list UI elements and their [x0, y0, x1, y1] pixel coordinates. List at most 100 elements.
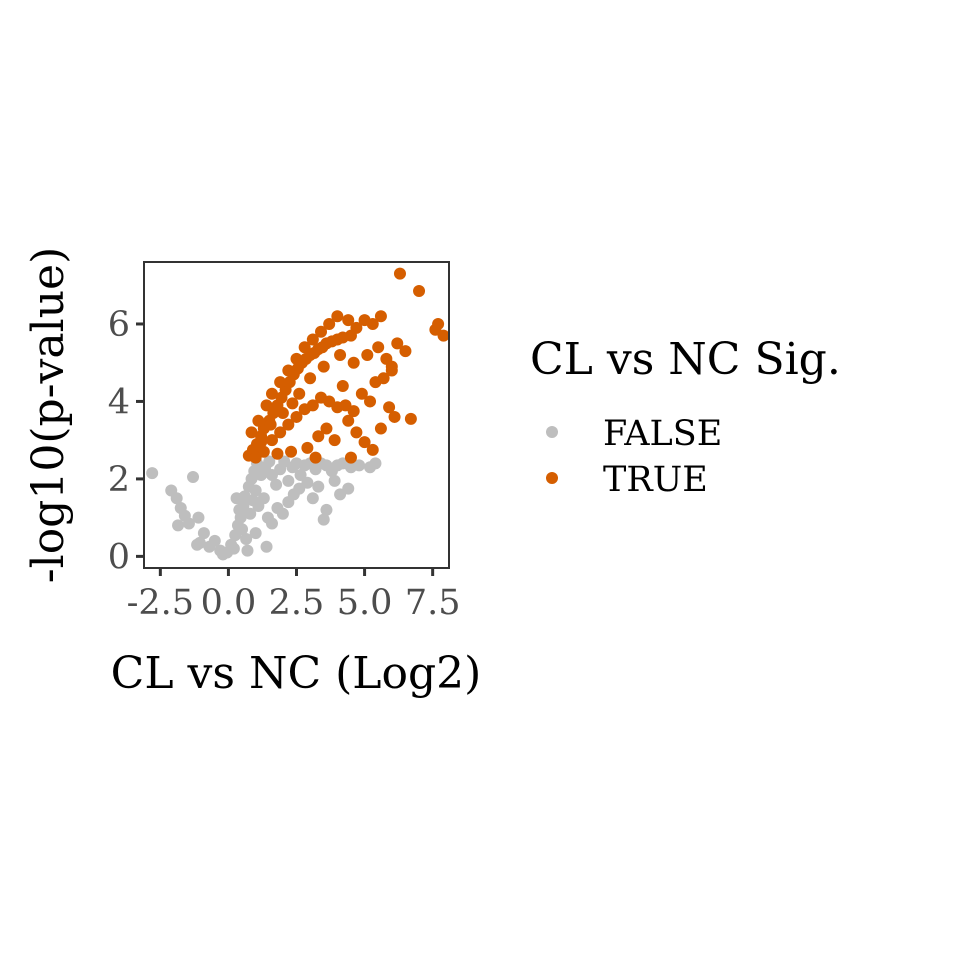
data-point-true-87: [255, 436, 268, 449]
data-point-true-55: [364, 395, 377, 408]
data-point-true-90: [336, 379, 349, 392]
legend-key-false: [546, 426, 558, 438]
data-point-true-59: [391, 337, 404, 350]
data-point-true-88: [264, 418, 277, 431]
data-point-false-72: [342, 482, 355, 495]
legend: CL vs NC Sig. FALSE TRUE: [530, 334, 841, 500]
data-point-true-46: [290, 410, 303, 423]
y-axis: 0 2 4 6: [108, 305, 144, 577]
data-point-true-86: [361, 348, 374, 361]
data-point-false-31: [244, 507, 257, 520]
data-point-true-72: [312, 430, 325, 443]
data-point-false-30: [240, 532, 253, 545]
data-point-true-74: [328, 434, 341, 447]
data-point-false-36: [263, 455, 276, 468]
data-point-true-82: [304, 372, 317, 385]
points-layer: [146, 267, 450, 561]
data-point-false-54: [353, 459, 366, 472]
x-tick-label-3: 5.0: [337, 583, 393, 623]
x-tick-label-4: 7.5: [405, 583, 461, 623]
data-point-false-74: [260, 540, 273, 553]
data-point-true-85: [347, 356, 360, 369]
data-point-true-44: [274, 426, 287, 439]
y-tick-label-1: 2: [108, 460, 130, 500]
data-point-true-32: [315, 325, 328, 338]
data-point-false-27: [230, 492, 243, 505]
data-point-false-75: [249, 527, 262, 540]
data-point-false-2: [170, 492, 183, 505]
x-tick-label-1: 0.0: [201, 583, 257, 623]
data-point-true-83: [317, 360, 330, 373]
data-point-true-38: [366, 317, 379, 330]
data-point-true-77: [358, 436, 371, 449]
data-point-true-75: [342, 414, 355, 427]
data-point-true-61: [404, 412, 417, 425]
data-point-true-95: [399, 345, 412, 358]
data-point-true-57: [377, 372, 390, 385]
legend-label-false: FALSE: [603, 414, 722, 454]
data-point-true-31: [306, 333, 319, 346]
data-point-true-43: [265, 434, 278, 447]
data-point-true-35: [342, 314, 355, 327]
data-point-false-68: [312, 480, 325, 493]
data-point-false-9: [197, 527, 210, 540]
data-point-true-81: [293, 387, 306, 400]
data-point-true-66: [437, 329, 450, 342]
data-point-true-48: [306, 399, 319, 412]
data-point-false-70: [328, 474, 341, 487]
data-point-false-0: [146, 467, 159, 480]
data-point-true-80: [276, 407, 289, 420]
data-point-true-39: [372, 341, 385, 354]
data-point-true-30: [298, 341, 311, 354]
data-point-false-66: [301, 476, 314, 489]
data-point-true-45: [282, 418, 295, 431]
data-point-true-67: [374, 310, 387, 323]
legend-key-true: [546, 472, 558, 484]
data-point-false-11: [191, 538, 204, 551]
data-point-false-77: [227, 542, 240, 555]
data-point-false-6: [187, 470, 200, 483]
data-point-false-41: [282, 474, 295, 487]
data-point-false-8: [192, 511, 205, 524]
data-point-true-70: [285, 445, 298, 458]
data-point-true-60: [388, 410, 401, 423]
data-point-true-89: [286, 397, 299, 410]
data-point-false-76: [241, 544, 254, 557]
data-point-true-36: [350, 321, 363, 334]
data-point-true-26: [265, 387, 278, 400]
y-tick-label-3: 6: [108, 305, 130, 345]
data-point-false-38: [270, 478, 283, 491]
data-point-true-73: [320, 422, 333, 435]
y-axis-title: -log10(p-value): [23, 247, 74, 584]
data-point-true-34: [331, 310, 344, 323]
data-point-false-33: [249, 484, 262, 497]
data-point-true-76: [350, 426, 363, 439]
data-point-true-91: [309, 451, 322, 464]
data-point-true-53: [347, 405, 360, 418]
data-point-false-60: [265, 517, 278, 530]
x-tick-label-0: -2.5: [127, 583, 195, 623]
legend-label-true: TRUE: [603, 460, 708, 500]
data-point-true-71: [301, 441, 314, 454]
data-point-false-58: [257, 492, 270, 505]
data-point-true-58: [385, 360, 398, 373]
data-point-true-69: [271, 447, 284, 460]
data-point-false-13: [208, 534, 221, 547]
y-tick-label-2: 4: [108, 382, 130, 422]
data-point-true-92: [344, 451, 357, 464]
data-point-true-63: [413, 285, 426, 298]
data-point-true-79: [383, 401, 396, 414]
data-point-true-24: [252, 414, 265, 427]
data-point-true-27: [274, 376, 287, 389]
data-point-true-94: [245, 426, 258, 439]
y-tick-label-0: 0: [108, 537, 130, 577]
data-point-true-25: [260, 399, 273, 412]
data-point-true-68: [249, 451, 262, 464]
x-axis: -2.5 0.0 2.5 5.0 7.5: [127, 568, 461, 623]
x-tick-label-2: 2.5: [269, 583, 325, 623]
data-point-true-93: [366, 443, 379, 456]
data-point-true-84: [334, 348, 347, 361]
data-point-false-5: [172, 519, 185, 532]
